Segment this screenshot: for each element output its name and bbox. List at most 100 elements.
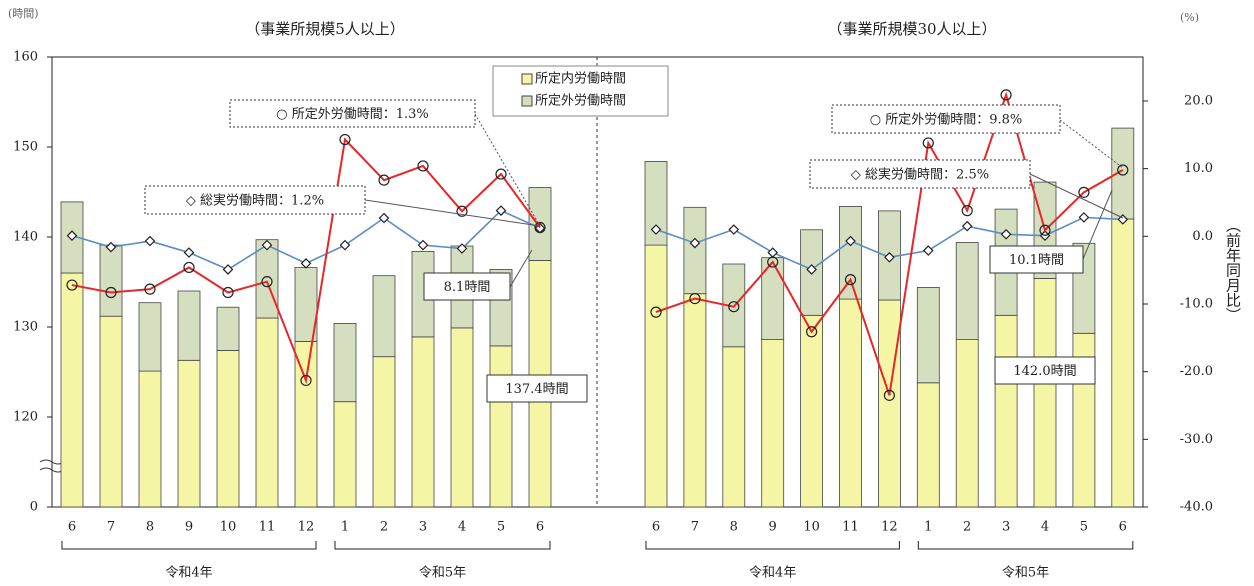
- group-label: 令和4年: [165, 566, 212, 581]
- annotation: 142.0時間: [1013, 364, 1076, 379]
- bar-scheduled: [216, 349, 240, 508]
- x-tick-label: 7: [691, 520, 699, 535]
- bar-scheduled: [683, 293, 707, 508]
- point-diamond: [222, 264, 234, 275]
- point-circle: [144, 283, 156, 295]
- point-circle: [650, 306, 662, 318]
- annotation: ○ 所定外労働時間：9.8%: [870, 113, 1023, 128]
- point-diamond: [1078, 212, 1090, 223]
- point-circle: [1117, 164, 1129, 176]
- point-diamond: [456, 243, 468, 254]
- bar-overtime: [177, 290, 201, 361]
- x-tick-label: 2: [963, 520, 971, 535]
- point-circle: [222, 286, 234, 299]
- y-unit: (時間): [8, 7, 39, 20]
- bar-scheduled: [916, 382, 940, 508]
- bar-overtime: [372, 275, 396, 358]
- point-diamond: [806, 264, 817, 275]
- group-bracket: [917, 541, 1134, 550]
- point-circle: [66, 279, 78, 291]
- y-tick-label: 0: [30, 500, 38, 515]
- bar-overtime: [683, 206, 707, 295]
- y2-tick-label: -30.0: [1180, 432, 1213, 447]
- point-diamond: [650, 224, 662, 235]
- point-diamond: [105, 241, 117, 253]
- annotation: 137.4時間: [505, 382, 568, 397]
- point-diamond: [922, 245, 934, 256]
- bar-scheduled: [60, 272, 84, 508]
- point-circle: [922, 137, 934, 149]
- axis-break: [39, 459, 65, 473]
- x-tick-label: 10: [803, 520, 820, 535]
- point-circle: [534, 221, 546, 234]
- annotation-box: [486, 374, 588, 403]
- annotation-box: [994, 356, 1096, 385]
- leader-line: [1029, 173, 1124, 219]
- bar-scheduled: [994, 314, 1018, 508]
- y-tick-label: 120: [13, 410, 38, 425]
- x-tick-label: 10: [220, 520, 237, 535]
- bar-scheduled: [955, 339, 979, 508]
- y-tick-label: 140: [13, 230, 38, 245]
- bar-scheduled: [450, 327, 474, 508]
- point-circle: [105, 286, 117, 299]
- point-circle: [261, 276, 273, 288]
- bar-overtime: [99, 244, 123, 317]
- group-label: 令和4年: [749, 566, 796, 581]
- point-diamond: [845, 235, 856, 247]
- group-bracket: [645, 541, 900, 550]
- bar-scheduled: [1033, 277, 1057, 508]
- point-diamond: [495, 205, 507, 216]
- panel-subtitle: （事業所規模5人以上）: [245, 20, 405, 38]
- x-tick-label: 12: [881, 520, 898, 535]
- group-bracket: [61, 541, 317, 550]
- point-diamond: [884, 251, 895, 263]
- legend-swatch: [521, 73, 533, 85]
- annotation-box: [809, 159, 1031, 189]
- point-diamond: [261, 239, 273, 251]
- point-circle: [495, 168, 507, 180]
- group-bracket: [334, 541, 551, 550]
- point-diamond: [144, 235, 156, 247]
- bar-scheduled: [1111, 218, 1135, 508]
- point-diamond: [961, 220, 973, 232]
- x-tick-label: 8: [730, 520, 738, 535]
- y2-tick-label: 10.0: [1184, 161, 1213, 176]
- legend-label: 所定外労働時間: [535, 94, 626, 109]
- point-circle: [378, 174, 390, 186]
- leader-line: [1059, 119, 1124, 169]
- point-circle: [1078, 186, 1090, 198]
- x-tick-label: 1: [924, 520, 932, 535]
- bar-scheduled: [255, 317, 279, 508]
- annotation: 10.1時間: [1009, 253, 1064, 268]
- bar-scheduled: [761, 339, 785, 508]
- y2-tick-label: -10.0: [1180, 296, 1213, 311]
- bar-scheduled: [177, 359, 201, 508]
- point-circle: [1000, 89, 1012, 101]
- point-circle: [456, 205, 468, 217]
- group-label: 令和5年: [1002, 566, 1049, 581]
- bar-scheduled: [489, 345, 513, 508]
- x-tick-label: 1: [341, 520, 349, 535]
- point-diamond: [300, 258, 312, 269]
- point-circle: [183, 261, 195, 274]
- bar-scheduled: [800, 314, 823, 508]
- legend-label: 所定内労働時間: [535, 71, 626, 87]
- leader-line: [1082, 189, 1113, 260]
- x-tick-label: 4: [458, 520, 466, 535]
- bar-scheduled: [99, 315, 123, 508]
- bar-scheduled: [878, 299, 901, 508]
- panel-subtitle: （事業所規模30人以上）: [827, 20, 996, 38]
- point-circle: [844, 274, 857, 286]
- y-tick-label: 130: [13, 320, 38, 335]
- annotation-box: [989, 245, 1084, 274]
- y2-tick-label: -20.0: [1180, 364, 1213, 379]
- annotation: ◇ 総実労働時間：1.2%: [186, 193, 324, 209]
- y2-tick-label: 20.0: [1184, 93, 1213, 108]
- point-circle: [728, 301, 740, 313]
- x-tick-label: 6: [652, 520, 660, 535]
- point-circle: [961, 205, 973, 217]
- bar-scheduled: [722, 346, 746, 508]
- annotation-box: [229, 99, 476, 128]
